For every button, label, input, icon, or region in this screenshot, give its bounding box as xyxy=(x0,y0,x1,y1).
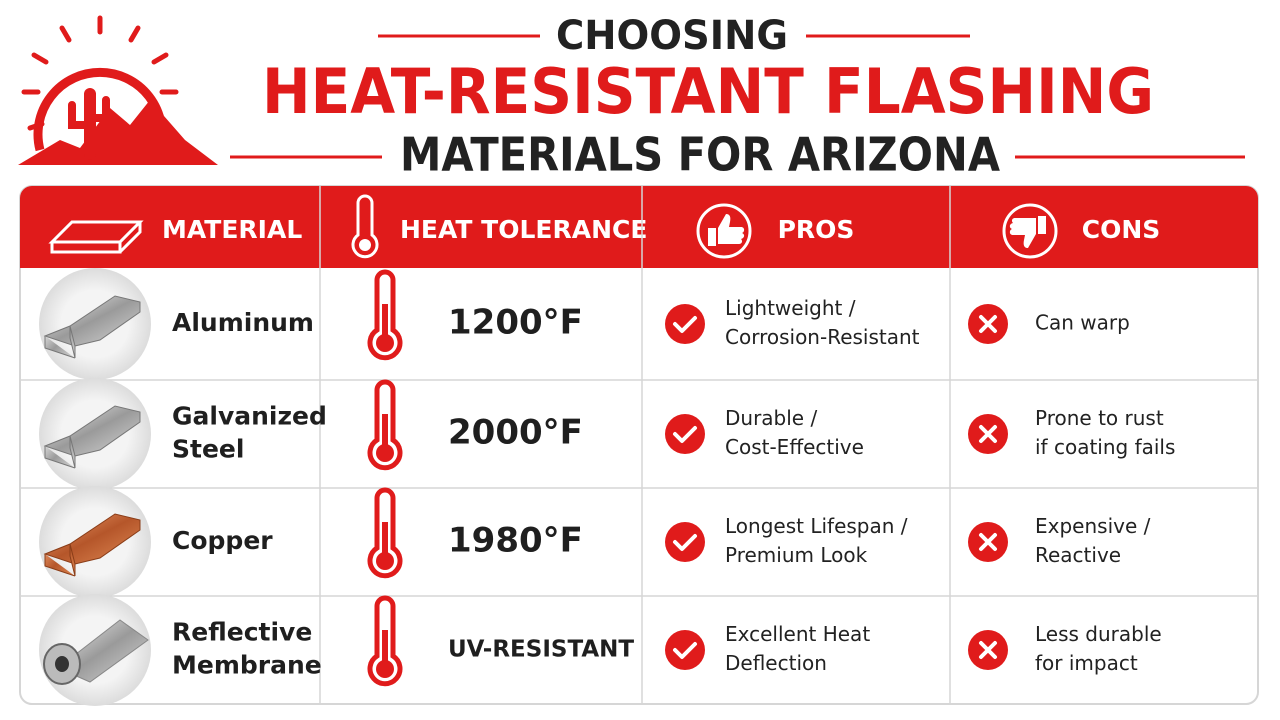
title-line-2: HEAT-RESISTANT FLASHING xyxy=(262,55,1154,128)
heat-tolerance: 1980°F xyxy=(448,521,583,561)
pros-text: Excellent Heat xyxy=(725,622,870,646)
check-icon xyxy=(665,522,705,562)
title-line-3: MATERIALS FOR ARIZONA xyxy=(400,128,1000,182)
flashing-face xyxy=(44,435,76,469)
column-header: MATERIAL xyxy=(162,215,302,244)
roll-core xyxy=(55,656,69,672)
logo xyxy=(18,15,218,165)
thermometer-bulb xyxy=(376,444,394,462)
cons-text: Expensive / xyxy=(1035,514,1151,538)
check-mark xyxy=(673,426,697,443)
x-mark xyxy=(979,315,997,333)
heat-tolerance: 1200°F xyxy=(448,303,583,343)
thermometer-bulb xyxy=(376,552,394,570)
cons-text: Prone to rust xyxy=(1035,406,1164,430)
thermometer-fill xyxy=(382,414,388,446)
thumb xyxy=(1009,216,1046,248)
pros-text: Deflection xyxy=(725,651,827,675)
thermometer-bulb xyxy=(359,239,371,251)
check-mark xyxy=(673,316,697,333)
flashing-top xyxy=(43,513,141,565)
check-mark xyxy=(673,534,697,551)
x-mark xyxy=(979,641,997,659)
cons-text: for impact xyxy=(1035,651,1138,675)
flashing-top xyxy=(43,405,141,457)
check-icon xyxy=(665,414,705,454)
material-name: Steel xyxy=(172,435,244,464)
flashing-top xyxy=(43,295,141,347)
pros-text: Corrosion-Resistant xyxy=(725,325,920,349)
thumb xyxy=(708,214,745,246)
flashing-face xyxy=(44,325,76,359)
heat-tolerance: 2000°F xyxy=(448,413,583,453)
check-icon xyxy=(665,630,705,670)
table: MATERIAL HEAT TOLERANCE PROS CONS Aluminum 12… xyxy=(20,186,1258,706)
thermometer-bulb xyxy=(376,334,394,352)
cons-text: Reactive xyxy=(1035,543,1121,567)
thumbs-down-icon xyxy=(1002,203,1058,259)
column-header: HEAT TOLERANCE xyxy=(400,215,647,244)
material-name: Reflective xyxy=(172,618,312,647)
table-header xyxy=(20,186,1258,268)
pros-text: Durable / xyxy=(725,406,817,430)
cons-text: if coating fails xyxy=(1035,435,1175,459)
column-header: PROS xyxy=(778,215,855,244)
material-name: Copper xyxy=(172,526,273,555)
pros-text: Premium Look xyxy=(725,543,868,567)
thermometer-icon xyxy=(351,194,379,259)
thermometer-fill xyxy=(382,304,388,336)
column-header: CONS xyxy=(1082,215,1161,244)
material-name: Membrane xyxy=(172,651,322,680)
thumbs-up-icon xyxy=(696,203,752,259)
x-mark xyxy=(979,533,997,551)
flashing-face xyxy=(44,543,76,577)
pros-text: Lightweight / xyxy=(725,296,856,320)
cons-text: Can warp xyxy=(1035,311,1130,335)
check-icon xyxy=(665,304,705,344)
material-name: Galvanized xyxy=(172,402,327,431)
cons-text: Less durable xyxy=(1035,622,1162,646)
thermometer-fill xyxy=(382,630,388,662)
heat-tolerance: UV-RESISTANT xyxy=(448,637,634,663)
title-line-1: CHOOSING xyxy=(556,13,788,59)
thermometer-bulb xyxy=(376,660,394,678)
check-mark xyxy=(673,642,697,659)
material-icon xyxy=(48,220,144,254)
title-rules xyxy=(230,34,1245,159)
thermometer-fill xyxy=(382,522,388,554)
material-name: Aluminum xyxy=(172,308,314,337)
x-mark xyxy=(979,425,997,443)
pros-text: Longest Lifespan / xyxy=(725,514,908,538)
pros-text: Cost-Effective xyxy=(725,435,864,459)
